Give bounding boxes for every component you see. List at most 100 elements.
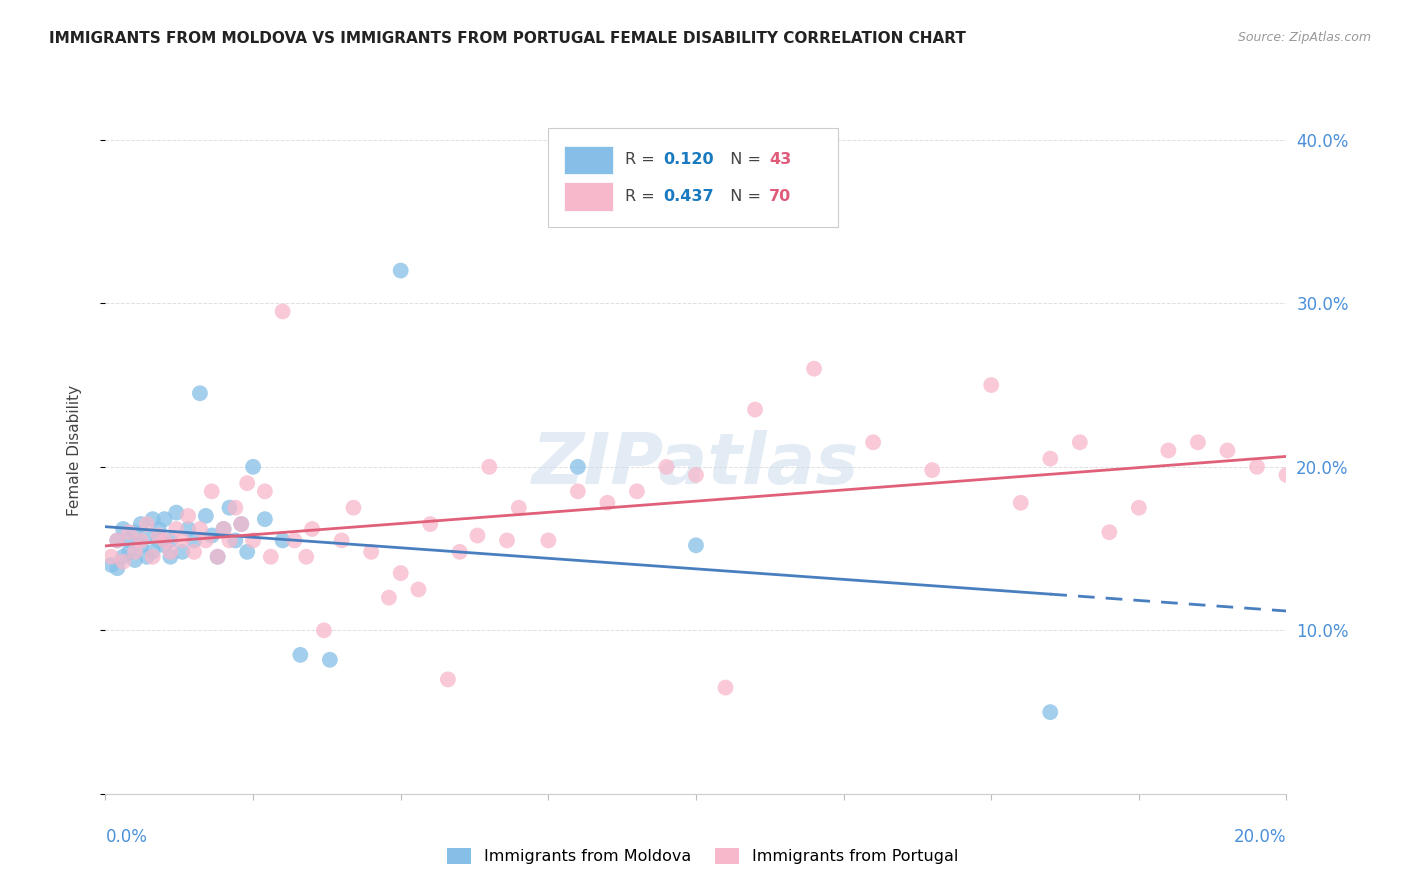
Point bbox=[921, 463, 943, 477]
Point bbox=[118, 525, 141, 540]
Point bbox=[231, 516, 253, 531]
Text: 20.0%: 20.0% bbox=[1234, 828, 1286, 846]
Point bbox=[129, 533, 152, 548]
Text: R =: R = bbox=[626, 189, 659, 204]
FancyBboxPatch shape bbox=[564, 182, 613, 211]
Point bbox=[153, 538, 176, 552]
Point bbox=[218, 500, 240, 515]
Point bbox=[342, 500, 364, 515]
Point bbox=[271, 304, 294, 318]
Point bbox=[148, 528, 170, 542]
FancyBboxPatch shape bbox=[548, 128, 838, 227]
Point bbox=[100, 558, 122, 572]
Point bbox=[1098, 525, 1121, 540]
Point bbox=[537, 533, 560, 548]
Y-axis label: Female Disability: Female Disability bbox=[67, 384, 82, 516]
Point bbox=[135, 549, 157, 564]
Point bbox=[567, 459, 589, 474]
Point bbox=[172, 533, 194, 548]
Point bbox=[389, 263, 412, 277]
Point bbox=[201, 484, 224, 499]
Point bbox=[159, 545, 181, 559]
Point bbox=[330, 533, 353, 548]
Point bbox=[135, 516, 157, 531]
Point bbox=[148, 533, 170, 548]
Point bbox=[224, 533, 246, 548]
Text: 0.0%: 0.0% bbox=[105, 828, 148, 846]
Point bbox=[253, 484, 276, 499]
Point bbox=[260, 549, 283, 564]
Text: 43: 43 bbox=[769, 153, 792, 168]
Point bbox=[231, 516, 253, 531]
Point bbox=[437, 673, 460, 687]
Point bbox=[1039, 705, 1062, 719]
Text: IMMIGRANTS FROM MOLDOVA VS IMMIGRANTS FROM PORTUGAL FEMALE DISABILITY CORRELATIO: IMMIGRANTS FROM MOLDOVA VS IMMIGRANTS FR… bbox=[49, 31, 966, 46]
Point bbox=[177, 508, 200, 523]
Point bbox=[194, 533, 217, 548]
Point bbox=[803, 361, 825, 376]
Point bbox=[118, 533, 141, 548]
Point bbox=[218, 533, 240, 548]
Point bbox=[100, 549, 122, 564]
Point bbox=[301, 522, 323, 536]
Point bbox=[419, 516, 441, 531]
Point bbox=[159, 533, 181, 548]
Point bbox=[596, 496, 619, 510]
Text: ZIPatlas: ZIPatlas bbox=[533, 430, 859, 499]
Point bbox=[467, 528, 489, 542]
Point bbox=[159, 549, 181, 564]
Point bbox=[188, 522, 211, 536]
Text: 0.437: 0.437 bbox=[662, 189, 713, 204]
Point bbox=[290, 648, 312, 662]
Point bbox=[148, 522, 170, 536]
Point bbox=[177, 522, 200, 536]
Text: N =: N = bbox=[720, 153, 766, 168]
Point bbox=[172, 545, 194, 559]
Point bbox=[236, 476, 259, 491]
Point bbox=[124, 525, 146, 540]
Text: 0.120: 0.120 bbox=[662, 153, 713, 168]
Point bbox=[212, 522, 235, 536]
Point bbox=[312, 624, 335, 638]
Point bbox=[142, 512, 165, 526]
Point bbox=[685, 538, 707, 552]
Point bbox=[508, 500, 530, 515]
Point bbox=[105, 533, 128, 548]
Text: N =: N = bbox=[720, 189, 766, 204]
Point bbox=[1128, 500, 1150, 515]
Point bbox=[319, 653, 342, 667]
Point bbox=[389, 566, 412, 580]
Text: R =: R = bbox=[626, 153, 659, 168]
Point bbox=[135, 528, 157, 542]
Point bbox=[1069, 435, 1091, 450]
Point bbox=[153, 533, 176, 548]
Point bbox=[655, 459, 678, 474]
Point bbox=[212, 522, 235, 536]
Point bbox=[236, 545, 259, 559]
Point bbox=[1305, 378, 1327, 392]
Point bbox=[1334, 451, 1357, 466]
Point bbox=[378, 591, 401, 605]
Point bbox=[142, 549, 165, 564]
Point bbox=[271, 533, 294, 548]
Point bbox=[295, 549, 318, 564]
Point bbox=[201, 528, 224, 542]
Point bbox=[408, 582, 430, 597]
Point bbox=[1039, 451, 1062, 466]
Point bbox=[253, 512, 276, 526]
Point bbox=[283, 533, 305, 548]
Point bbox=[112, 555, 135, 569]
Point bbox=[142, 545, 165, 559]
FancyBboxPatch shape bbox=[564, 145, 613, 174]
Point bbox=[980, 378, 1002, 392]
Point bbox=[714, 681, 737, 695]
Point bbox=[194, 508, 217, 523]
Point bbox=[165, 506, 187, 520]
Point bbox=[1010, 496, 1032, 510]
Point bbox=[129, 516, 152, 531]
Point bbox=[567, 484, 589, 499]
Point bbox=[188, 386, 211, 401]
Point bbox=[1275, 467, 1298, 482]
Point bbox=[1216, 443, 1239, 458]
Point bbox=[496, 533, 519, 548]
